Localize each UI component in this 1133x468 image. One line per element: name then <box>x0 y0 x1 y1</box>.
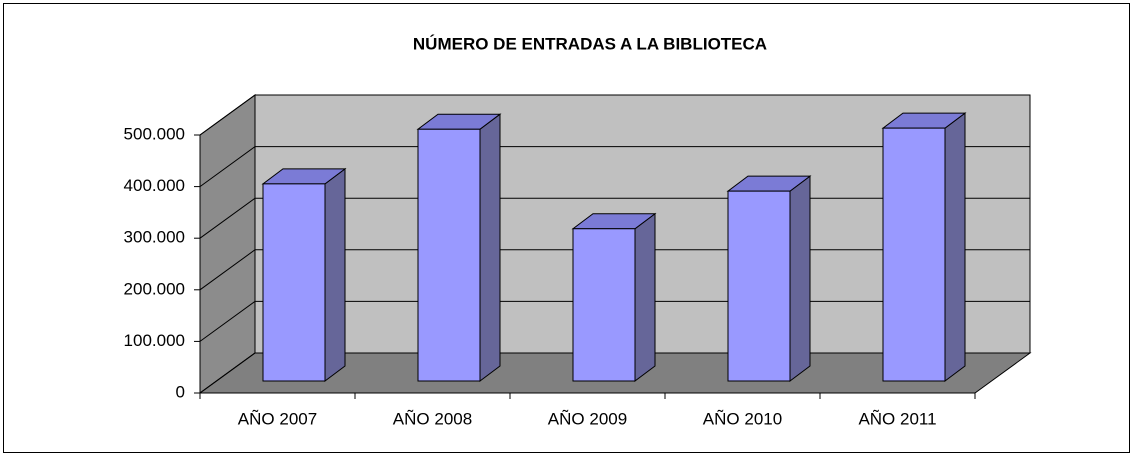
bar-front <box>262 183 326 382</box>
bar <box>261 167 347 382</box>
bar <box>726 175 812 382</box>
grid-line <box>199 146 1030 188</box>
bar-side <box>789 175 811 382</box>
y-tick-label: 400.000 <box>124 176 185 195</box>
y-tick-label: 500.000 <box>124 124 185 143</box>
grid-line <box>199 94 1030 136</box>
x-tick-label: AÑO 2011 <box>858 409 936 428</box>
x-tick-label: AÑO 2008 <box>393 409 472 428</box>
x-tick-label: AÑO 2007 <box>238 409 317 428</box>
bar-front <box>572 228 636 382</box>
y-tick-label: 200.000 <box>124 279 185 298</box>
bar-side <box>634 212 656 382</box>
x-tick-label: AÑO 2009 <box>548 409 627 428</box>
bar-side <box>479 113 501 382</box>
bar-side <box>944 112 966 382</box>
x-tick-label: AÑO 2010 <box>703 409 782 428</box>
side-wall <box>199 94 256 394</box>
bar <box>881 112 967 382</box>
bar-front <box>882 127 946 382</box>
bar-front <box>727 190 791 382</box>
bar <box>571 212 657 382</box>
bar-front <box>417 128 481 382</box>
bar-side <box>324 167 346 382</box>
chart-title: NÚMERO DE ENTRADAS A LA BIBLIOTECA <box>413 34 767 53</box>
y-tick-label: 300.000 <box>124 228 185 247</box>
y-tick-label: 100.000 <box>124 331 185 350</box>
bar <box>416 113 502 382</box>
y-tick-label: 0 <box>176 382 185 401</box>
